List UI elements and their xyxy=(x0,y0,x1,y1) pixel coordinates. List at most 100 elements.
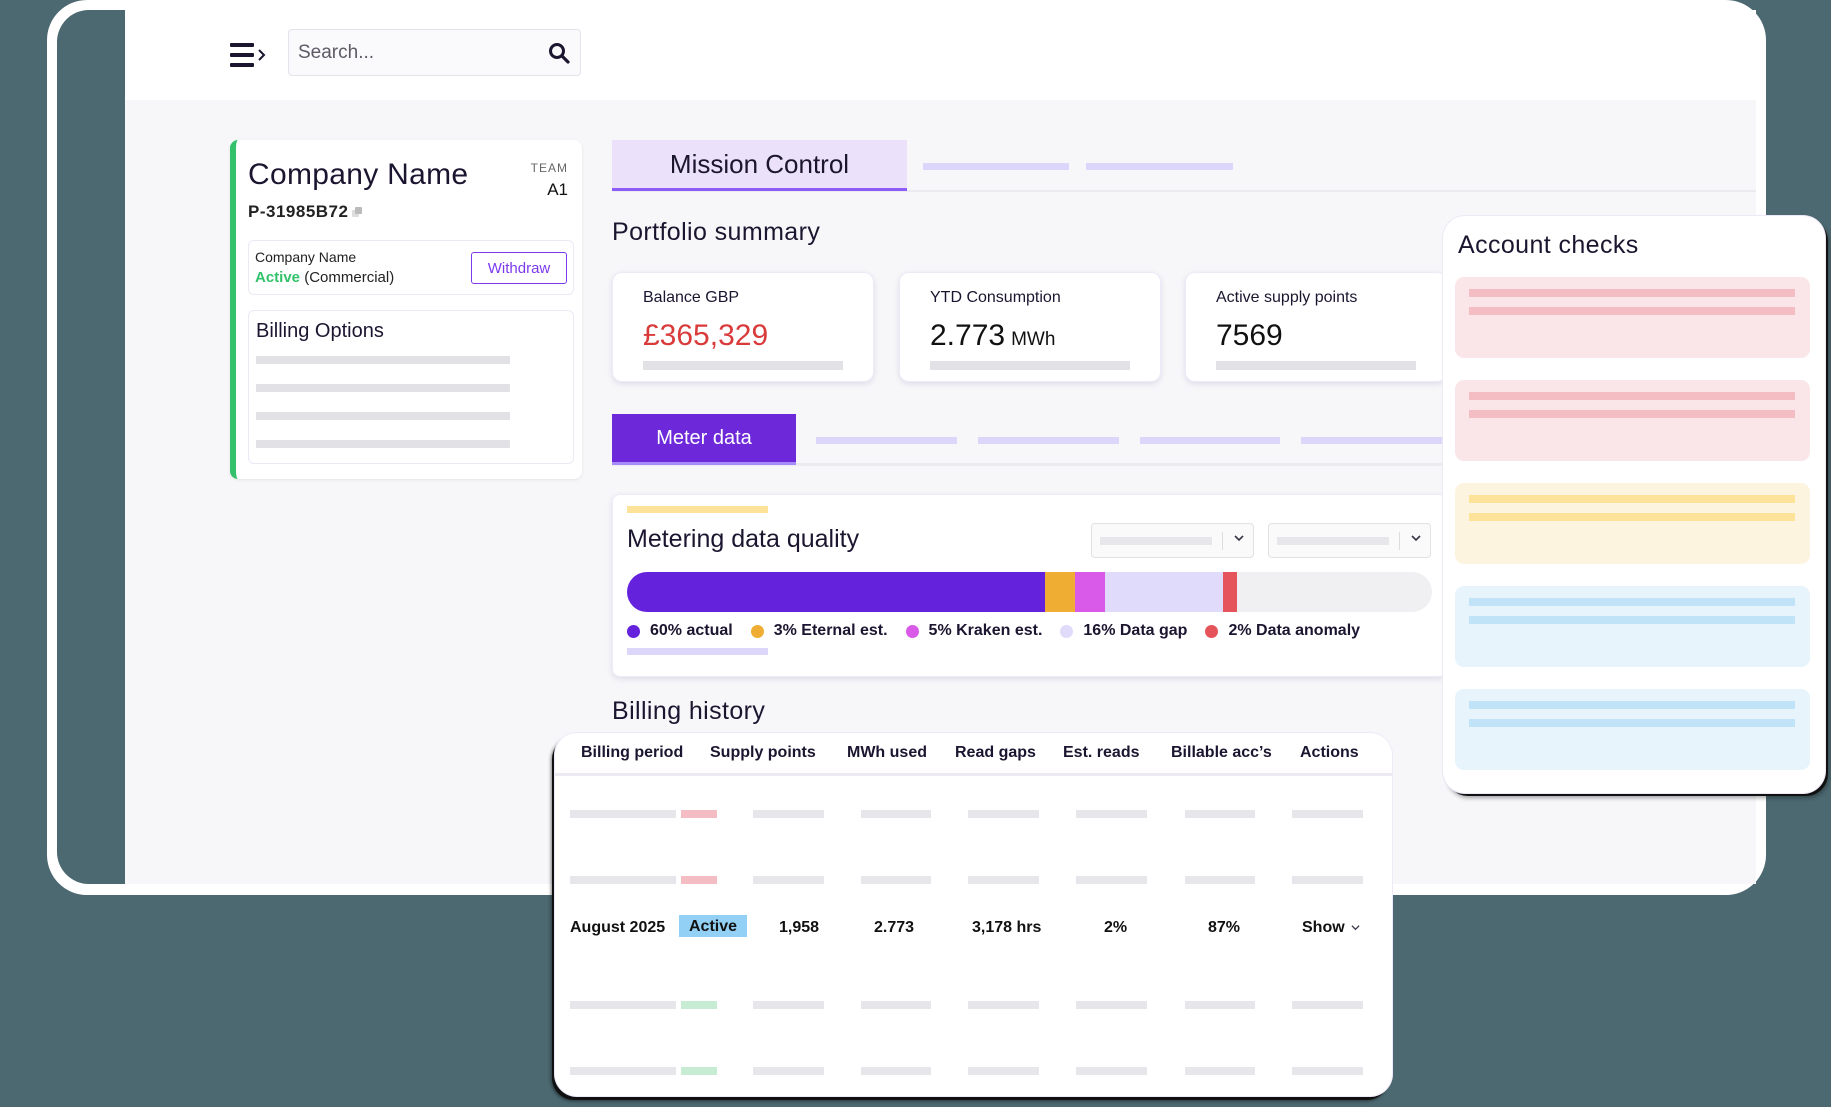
dropdown-value-placeholder xyxy=(1277,537,1389,545)
legend-dot-icon xyxy=(1205,624,1219,638)
tab-placeholder[interactable] xyxy=(1301,437,1442,444)
table-header: Billing period Supply points MWh used Re… xyxy=(555,733,1392,776)
table-row[interactable] xyxy=(555,1061,1392,1081)
legend-dot-icon xyxy=(627,624,640,638)
data-quality-bar xyxy=(627,572,1432,612)
copy-icon[interactable] xyxy=(352,207,363,217)
account-id: P-31985B72 xyxy=(248,202,363,222)
tab-meter-data[interactable]: Meter data xyxy=(612,414,796,465)
kpi-card-balance: Balance GBP £365,329 xyxy=(612,272,874,382)
cell-read-gaps: 3,178 hrs xyxy=(972,919,1042,936)
account-check-item[interactable] xyxy=(1455,586,1810,667)
kpi-value: £365,329 xyxy=(643,319,768,353)
status-company-name: Company Name xyxy=(255,249,357,265)
placeholder-line xyxy=(930,361,1130,370)
main-tabs: Mission Control xyxy=(612,140,1756,192)
bar-segment-eternal-est xyxy=(1045,572,1075,612)
dropdown-separator xyxy=(1399,532,1400,550)
metering-quality-title: Metering data quality xyxy=(627,525,860,553)
table-row-august-2025[interactable]: August 2025 Active 1,958 2.773 3,178 hrs… xyxy=(555,915,1392,941)
kpi-value: 7569 xyxy=(1216,319,1283,353)
search-icon[interactable] xyxy=(548,42,570,64)
tab-placeholder[interactable] xyxy=(923,163,1069,170)
tab-placeholder[interactable] xyxy=(816,437,957,444)
team-value: A1 xyxy=(547,180,568,199)
show-label: Show xyxy=(1302,919,1345,936)
tab-placeholder[interactable] xyxy=(978,437,1119,444)
tab-placeholder[interactable] xyxy=(1140,437,1280,444)
cell-billing-period: August 2025 xyxy=(570,919,666,936)
search-box xyxy=(288,29,581,76)
cell-mwh-used: 2.773 xyxy=(874,919,915,936)
kpi-value: 2.773 MWh xyxy=(930,319,1055,353)
placeholder-line xyxy=(256,356,510,364)
legend-item: 5% Kraken est. xyxy=(905,622,1042,640)
kpi-card-active-supply-points: Active supply points 7569 xyxy=(1185,272,1447,382)
column-header-read-gaps[interactable]: Read gaps xyxy=(955,744,1036,761)
account-check-item[interactable] xyxy=(1455,483,1810,564)
status-badge: Active xyxy=(255,269,301,286)
column-header-actions[interactable]: Actions xyxy=(1300,744,1359,761)
legend-label: 2% Data anomaly xyxy=(1228,622,1361,639)
column-header-billing-period[interactable]: Billing period xyxy=(581,744,684,761)
account-checks-panel: Account checks xyxy=(1443,216,1825,793)
tab-placeholder[interactable] xyxy=(1086,163,1233,170)
legend-label: 16% Data gap xyxy=(1083,622,1188,639)
cell-supply-points: 1,958 xyxy=(779,919,820,936)
placeholder-line xyxy=(627,506,768,513)
account-card: Company Name TEAM A1 P-31985B72 Company … xyxy=(230,140,582,479)
kpi-unit: MWh xyxy=(1011,329,1056,350)
team-label: TEAM xyxy=(530,161,568,175)
chevron-down-icon xyxy=(1234,535,1244,542)
account-check-item[interactable] xyxy=(1455,380,1810,461)
portfolio-summary-title: Portfolio summary xyxy=(612,218,821,246)
placeholder-line xyxy=(1216,361,1416,370)
legend-dot-icon xyxy=(750,624,764,638)
column-header-supply-points[interactable]: Supply points xyxy=(710,744,816,761)
placeholder-line xyxy=(256,384,510,392)
bar-segment-data-anomaly xyxy=(1223,572,1237,612)
kpi-label: YTD Consumption xyxy=(930,289,1061,306)
legend-item: 3% Eternal est. xyxy=(750,622,888,640)
chevron-down-icon xyxy=(1351,925,1360,931)
column-header-mwh-used[interactable]: MWh used xyxy=(847,744,927,761)
kpi-card-ytd-consumption: YTD Consumption 2.773 MWh xyxy=(899,272,1161,382)
kpi-label: Active supply points xyxy=(1216,289,1358,306)
account-status-box: Company Name Active (Commercial) Withdra… xyxy=(248,240,574,295)
tab-mission-control[interactable]: Mission Control xyxy=(612,140,907,191)
cell-billable: 87% xyxy=(1208,919,1241,936)
menu-expand-icon[interactable] xyxy=(230,42,274,78)
column-header-est-reads[interactable]: Est. reads xyxy=(1063,744,1140,761)
placeholder-line xyxy=(627,648,768,655)
metering-quality-card: Metering data quality xyxy=(612,494,1447,677)
placeholder-line xyxy=(643,361,843,370)
dropdown-value-placeholder xyxy=(1100,537,1212,545)
billing-history-title: Billing history xyxy=(612,697,766,725)
legend-label: 60% actual xyxy=(650,622,733,639)
table-row[interactable] xyxy=(555,804,1392,824)
meter-tabs: Meter data xyxy=(612,414,1447,466)
billing-options-panel: Billing Options xyxy=(248,310,574,464)
filter-dropdown-2[interactable] xyxy=(1268,523,1431,558)
bar-segment-data-gap xyxy=(1105,572,1223,612)
bar-segment-actual xyxy=(627,572,1045,612)
filter-dropdown-1[interactable] xyxy=(1091,523,1254,558)
legend-dot-icon xyxy=(1060,624,1074,638)
company-name: Company Name xyxy=(248,158,469,191)
table-row[interactable] xyxy=(555,870,1392,890)
status-badge: Active xyxy=(679,915,748,937)
account-check-item[interactable] xyxy=(1455,277,1810,358)
sidebar xyxy=(57,10,125,884)
withdraw-button[interactable]: Withdraw xyxy=(471,252,567,284)
search-input[interactable] xyxy=(289,30,529,75)
status-type: (Commercial) xyxy=(304,269,395,286)
column-header-billable[interactable]: Billable acc’s xyxy=(1171,744,1272,761)
account-check-item[interactable] xyxy=(1455,689,1810,770)
kpi-label: Balance GBP xyxy=(643,289,740,306)
table-row[interactable] xyxy=(555,995,1392,1015)
account-checks-title: Account checks xyxy=(1458,231,1639,259)
top-header xyxy=(125,10,1756,100)
placeholder-line xyxy=(256,440,510,448)
billing-history-table: Billing period Supply points MWh used Re… xyxy=(555,733,1392,1096)
show-details-button[interactable]: Show xyxy=(1302,919,1360,937)
